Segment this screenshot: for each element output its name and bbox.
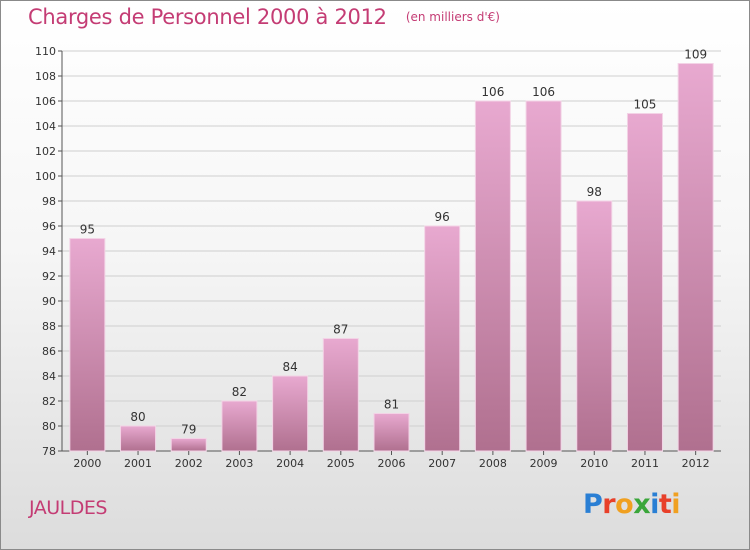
data-label: 106 — [532, 85, 555, 99]
x-tick-label: 2007 — [428, 457, 456, 470]
y-tick-label: 82 — [42, 395, 56, 408]
logo-letter: i — [671, 489, 681, 520]
logo-letter: r — [602, 489, 616, 520]
x-tick-label: 2000 — [73, 457, 101, 470]
logo-letter: x — [633, 489, 651, 520]
y-tick-label: 102 — [35, 145, 56, 158]
data-label: 105 — [634, 98, 657, 112]
y-tick-label: 90 — [42, 295, 56, 308]
data-label: 82 — [232, 385, 247, 399]
data-label: 106 — [481, 85, 504, 99]
x-tick-label: 2001 — [124, 457, 152, 470]
bar — [525, 100, 562, 452]
y-tick-label: 80 — [42, 420, 56, 433]
bars — [69, 63, 714, 452]
y-tick-label: 100 — [35, 170, 56, 183]
y-tick-label: 104 — [35, 120, 56, 133]
bar — [474, 100, 511, 452]
x-tick-label: 2010 — [580, 457, 608, 470]
y-tick-label: 96 — [42, 220, 56, 233]
data-label: 79 — [181, 423, 196, 437]
logo-letter: t — [658, 489, 672, 520]
x-tick-label: 2006 — [378, 457, 406, 470]
chart-title: Charges de Personnel 2000 à 2012 — [28, 5, 387, 29]
title-row: Charges de Personnel 2000 à 2012 (en mil… — [28, 5, 500, 29]
y-tick-label: 84 — [42, 370, 56, 383]
grid-lines — [58, 50, 721, 452]
bar — [677, 63, 714, 452]
logo-letter: i — [650, 489, 659, 520]
bar — [424, 225, 461, 452]
x-tick-label: 2002 — [175, 457, 203, 470]
y-tick-labels: 78 80 82 84 86 88 90 92 94 96 98 100 102 104 106 108 110 — [35, 45, 56, 458]
x-tick-label: 2005 — [327, 457, 355, 470]
bar — [120, 425, 157, 452]
data-label: 96 — [435, 210, 450, 224]
y-tick-label: 86 — [42, 345, 56, 358]
bar — [69, 238, 106, 452]
x-tick-label: 2011 — [631, 457, 659, 470]
x-tick-label: 2004 — [276, 457, 304, 470]
bar — [272, 375, 309, 452]
x-tick-label: 2012 — [682, 457, 710, 470]
y-tick-label: 78 — [42, 445, 56, 458]
data-label: 95 — [80, 223, 95, 237]
chart-subtitle: (en milliers d'€) — [405, 10, 500, 24]
bar — [373, 413, 410, 452]
y-tick-label: 110 — [35, 45, 56, 58]
data-label: 98 — [587, 185, 602, 199]
data-labels: 95 80 79 82 84 87 81 96 106 106 98 105 109 — [80, 48, 707, 437]
y-tick-label: 106 — [35, 95, 56, 108]
bar — [170, 438, 207, 452]
bar — [626, 113, 663, 452]
y-tick-label: 108 — [35, 70, 56, 83]
data-label: 81 — [384, 398, 399, 412]
proxiti-logo[interactable]: Proxiti — [583, 489, 681, 520]
data-label: 87 — [333, 323, 348, 337]
logo-letter: o — [615, 489, 634, 520]
logo-letter: P — [583, 489, 603, 520]
data-label: 80 — [130, 410, 145, 424]
x-tick-label: 2003 — [225, 457, 253, 470]
town-name: JAULDES — [29, 497, 107, 519]
data-label: 84 — [282, 360, 297, 374]
y-tick-label: 88 — [42, 320, 56, 333]
x-tick-labels: 2000 2001 2002 2003 2004 2005 2006 2007 2008 2009… — [73, 451, 710, 470]
data-label: 109 — [684, 48, 707, 62]
y-tick-label: 94 — [42, 245, 56, 258]
y-tick-label: 92 — [42, 270, 56, 283]
bar — [576, 200, 613, 452]
x-tick-label: 2009 — [530, 457, 558, 470]
y-tick-label: 98 — [42, 195, 56, 208]
x-tick-label: 2008 — [479, 457, 507, 470]
bar — [221, 400, 258, 452]
bar — [322, 338, 359, 452]
